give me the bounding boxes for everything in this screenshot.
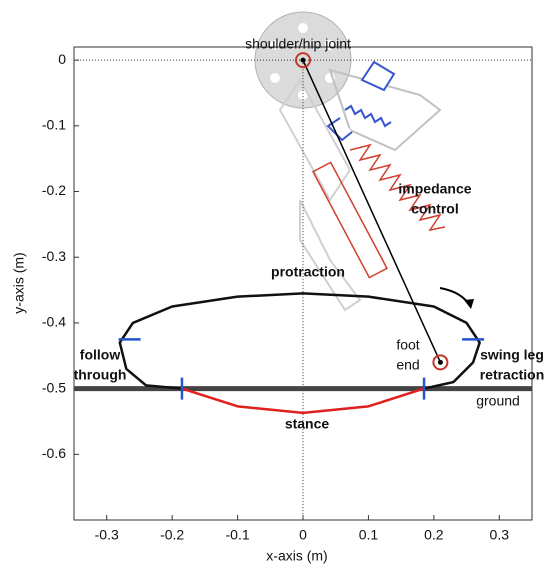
annotation: impedance [398,181,471,197]
annotation: ground [476,393,520,409]
x-tick-label: 0.3 [490,527,510,543]
annotation: retraction [480,367,545,383]
y-tick-label: 0 [58,51,66,67]
y-tick-label: -0.2 [42,182,66,198]
y-tick-label: -0.5 [42,379,66,395]
x-tick-label: -0.1 [226,527,250,543]
annotation: foot [396,337,419,353]
joint-marker [432,354,449,371]
joint-marker [295,52,311,69]
x-axis-label: x-axis (m) [266,548,327,564]
y-tick-label: -0.3 [42,248,66,264]
arrow-head [464,299,474,309]
x-tick-label: -0.3 [95,527,119,543]
annotation: follow [80,347,121,363]
direction-arrow [439,287,471,307]
annotation: swing leg [480,347,544,363]
annotation: shoulder/hip joint [245,36,351,52]
annotation: control [411,201,458,217]
trajectory-line [118,292,481,390]
annotation: stance [285,416,330,432]
trajectory-line [181,387,425,415]
y-tick-label: -0.1 [42,117,66,133]
y-axis-label: y-axis (m) [11,252,27,313]
y-tick-label: -0.4 [42,314,66,330]
y-tick-label: -0.6 [42,445,66,461]
leg-line [302,59,442,363]
annotation: protraction [271,264,345,280]
annotation: end [396,357,419,373]
x-tick-label: 0.1 [359,527,379,543]
joint-dot [437,359,443,365]
annotation: through [74,367,127,383]
x-tick-label: -0.2 [160,527,184,543]
x-tick-label: 0 [299,527,307,543]
x-tick-label: 0.2 [424,527,444,543]
joint-dot [300,57,306,63]
